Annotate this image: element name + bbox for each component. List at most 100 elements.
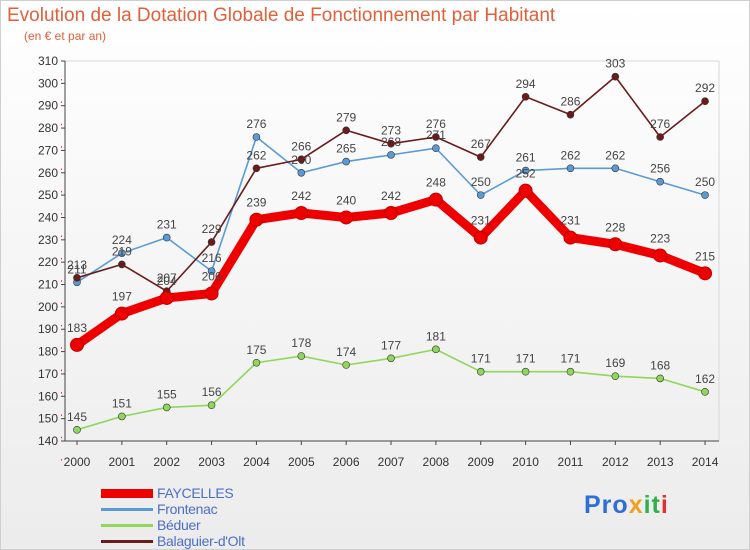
y-tick-label-270: 270 [38,143,58,157]
logo-part-1: Pro [584,491,629,519]
legend-item-faycelles: FAYCELLES [101,485,245,501]
chart-subtitle: (en € et par an) [24,29,107,43]
x-tick-label-2006: 2006 [333,455,360,469]
data-label-beduer-2001: 151 [112,396,132,410]
legend-label-frontenac: Frontenac [157,501,218,517]
data-label-beduer-2004: 175 [246,343,266,357]
data-point-frontenac-2007 [387,151,395,159]
data-label-frontenac-2010: 261 [516,151,536,165]
data-label-balaguier-d-olt-2013: 276 [650,117,670,131]
data-label-frontenac-2009: 250 [471,175,491,189]
data-label-frontenac-2001: 224 [112,233,132,247]
data-label-balaguier-d-olt-2009: 267 [471,137,491,151]
data-label-faycelles-2005: 242 [291,189,311,203]
x-tick-label-2010: 2010 [512,455,539,469]
proxiti-logo: Proxiti [584,491,669,520]
logo-part-3: it [643,491,661,519]
y-tick-label-180: 180 [38,345,58,359]
data-point-balaguier-d-olt-2008 [432,133,440,141]
data-label-faycelles-2010: 252 [516,167,536,181]
data-label-beduer-2013: 168 [650,358,670,372]
data-point-beduer-2003 [207,401,216,410]
data-point-beduer-2014 [701,388,709,396]
y-tick-label-260: 260 [38,166,58,180]
data-label-faycelles-2002: 204 [157,274,177,288]
x-tick-label-2009: 2009 [467,455,494,469]
data-point-frontenac-2010 [521,166,530,175]
data-label-balaguier-d-olt-2001: 219 [112,244,132,258]
x-tick-label-2005: 2005 [288,455,315,469]
y-tick-label-170: 170 [38,367,58,381]
data-label-beduer-2007: 177 [381,338,401,352]
data-point-faycelles-2001 [114,306,129,321]
data-point-beduer-2005 [297,352,306,360]
data-point-beduer-2002 [162,403,171,412]
y-tick-label-280: 280 [38,121,58,135]
data-label-faycelles-2006: 240 [336,193,356,207]
data-point-frontenac-2011 [566,164,575,173]
data-point-balaguier-d-olt-2005 [297,155,306,164]
data-label-faycelles-2009: 231 [471,214,491,228]
data-label-balaguier-d-olt-2012: 303 [605,57,625,71]
data-point-balaguier-d-olt-2012 [611,72,620,81]
x-tick-label-2014: 2014 [692,455,719,469]
data-label-balaguier-d-olt-2002: 207 [157,271,177,285]
data-label-balaguier-d-olt-2008: 276 [426,117,446,131]
data-label-balaguier-d-olt-2011: 286 [560,95,580,109]
x-tick-label-2012: 2012 [602,455,629,469]
data-point-frontenac-2004 [252,133,261,141]
data-label-beduer-2003: 156 [202,385,222,399]
y-tick-label-230: 230 [38,233,58,247]
y-tick-label-300: 300 [38,76,58,90]
legend-label-balaguier: Balaguier-d'Olt [157,533,245,549]
data-point-frontenac-2005 [297,168,306,177]
y-tick-label-240: 240 [38,210,58,224]
data-label-frontenac-2013: 256 [650,162,670,176]
data-point-frontenac-2013 [656,177,664,186]
data-point-beduer-2008 [432,345,440,354]
data-point-frontenac-2002 [162,233,171,242]
data-label-frontenac-2000: 211 [67,262,86,276]
data-point-beduer-2013 [656,374,664,383]
data-point-frontenac-2006 [342,157,350,166]
data-label-frontenac-2011: 262 [560,148,580,162]
x-tick-label-2002: 2002 [153,455,180,469]
data-label-balaguier-d-olt-2014: 292 [695,81,715,95]
data-label-frontenac-2014: 250 [695,175,715,189]
data-point-frontenac-2009 [476,191,485,199]
data-point-faycelles-2011 [563,230,578,245]
legend-swatch-frontenac [101,507,153,511]
data-point-beduer-2012 [611,372,620,380]
data-label-faycelles-2011: 231 [560,214,580,228]
data-point-balaguier-d-olt-2009 [476,153,485,161]
x-tick-label-2011: 2011 [558,455,584,469]
data-label-beduer-2008: 181 [426,329,446,343]
data-point-faycelles-2000 [70,337,84,352]
x-tick-label-2004: 2004 [243,455,270,469]
data-label-balaguier-d-olt-2007: 273 [381,124,401,138]
data-label-frontenac-2002: 231 [157,218,177,232]
data-label-balaguier-d-olt-2003: 229 [202,222,222,236]
x-tick-label-2001: 2001 [109,455,136,469]
data-label-balaguier-d-olt-2006: 279 [336,110,356,124]
data-point-beduer-2000 [73,426,81,434]
data-point-beduer-2010 [521,367,530,376]
x-tick-label-2008: 2008 [423,455,450,469]
data-point-balaguier-d-olt-2013 [656,133,664,141]
legend-swatch-balaguier [101,539,153,543]
data-label-beduer-2010: 171 [516,352,536,366]
data-point-balaguier-d-olt-2007 [387,139,395,148]
legend-item-balaguier: Balaguier-d'Olt [101,533,245,549]
x-tick-label-2013: 2013 [647,455,674,469]
data-label-balaguier-d-olt-2000: 213 [67,258,87,272]
legend-label-beduer: Béduer [157,517,201,533]
data-point-faycelles-2012 [608,237,623,252]
legend-item-beduer: Béduer [101,517,245,533]
data-point-balaguier-d-olt-2004 [252,164,261,173]
data-point-balaguier-d-olt-2006 [342,126,350,135]
data-point-balaguier-d-olt-2010 [521,92,530,101]
series-line-balaguier-d-olt [76,75,706,293]
data-point-faycelles-2010 [518,183,533,198]
data-point-frontenac-2003 [207,267,216,275]
chart-legend: FAYCELLES Frontenac Béduer Balaguier-d'O… [101,485,245,549]
